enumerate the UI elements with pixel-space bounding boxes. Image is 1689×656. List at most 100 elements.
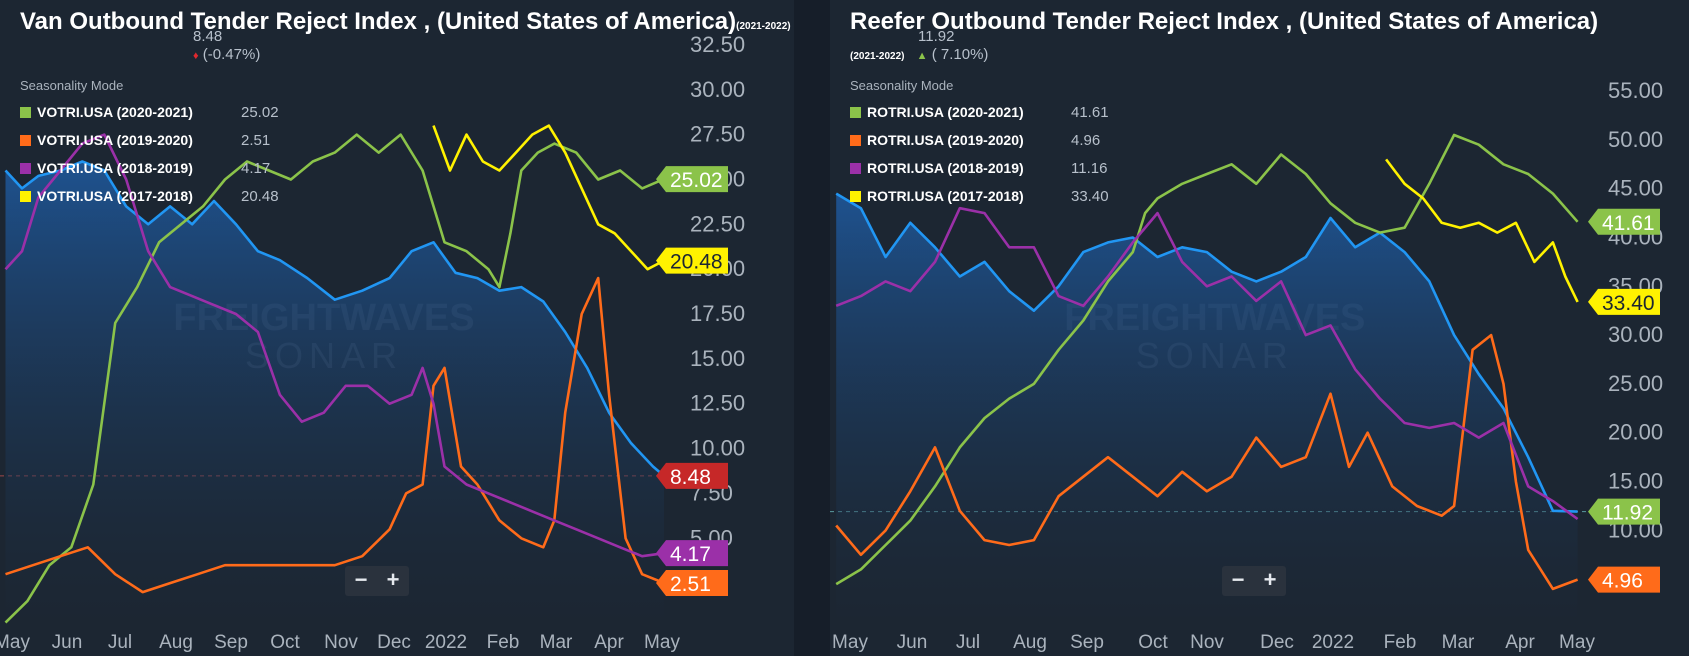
y-tick-label: 27.50 <box>690 122 745 147</box>
value-tag-label: 25.02 <box>670 169 723 192</box>
series-line-2018-2019 <box>835 206 1579 521</box>
y-tick-label: 12.50 <box>690 391 745 416</box>
legend-item[interactable]: VOTRI.USA (2018-2019) 4.17 <box>20 154 279 182</box>
legend-item[interactable]: ROTRI.USA (2019-2020) 4.96 <box>850 126 1109 154</box>
series-area-current <box>5 161 664 628</box>
x-tick-label: Feb <box>487 632 520 653</box>
legend-series-name: ROTRI.USA (2019-2020) <box>867 132 1024 148</box>
y-tick-label: 25.00 <box>1608 371 1663 396</box>
reefer-chart-panel: 10.00 15.00 20.00 25.00 30.00 35.00 40.00 45.00… <box>830 0 1689 656</box>
series-line-2018-2019 <box>4 133 665 558</box>
series-line-2020-2021 <box>4 133 665 624</box>
zoom-out-button[interactable]: − <box>1231 567 1245 592</box>
y-tick-label: 10.00 <box>690 436 745 461</box>
x-tick-label: Nov <box>324 632 358 653</box>
series-line-2017-2018 <box>432 124 665 271</box>
y-tick-label: 30.00 <box>690 77 745 102</box>
legend-swatch <box>20 106 31 118</box>
x-tick-label: Sep <box>1070 632 1104 653</box>
van-seasonality-label: Seasonality Mode <box>20 78 124 93</box>
zoom-in-button[interactable]: + <box>1263 567 1277 592</box>
van-period: (2021-2022) <box>736 21 791 32</box>
legend-item[interactable]: VOTRI.USA (2020-2021) 25.02 <box>20 98 279 126</box>
x-tick-label: 2022 <box>1312 632 1354 653</box>
reefer-period: (2021-2022) <box>850 51 905 62</box>
x-tick-label: May <box>0 632 30 653</box>
value-tag-label: 33.40 <box>1602 292 1655 315</box>
legend-series-name: ROTRI.USA (2017-2018) <box>867 188 1024 204</box>
x-tick-label: Feb <box>1384 632 1417 653</box>
value-tag-label: 4.96 <box>1602 570 1643 593</box>
series-line-current <box>835 192 1578 513</box>
x-tick-label: Nov <box>1190 632 1224 653</box>
legend-item[interactable]: VOTRI.USA (2019-2020) 2.51 <box>20 126 279 154</box>
x-tick-label: Aug <box>1013 632 1047 653</box>
value-tag: 33.40 <box>1588 288 1660 315</box>
van-current-value: 8.48 <box>193 28 223 45</box>
value-tag: 2.51 <box>656 569 728 596</box>
legend-series-name: VOTRI.USA (2017-2018) <box>37 188 193 204</box>
value-tag: 4.17 <box>656 540 728 567</box>
y-tick-label: 15.00 <box>1608 469 1663 494</box>
legend-swatch <box>850 134 861 146</box>
van-zoom-control: − + <box>345 566 409 596</box>
van-change-pct: (-0.47%) <box>202 46 261 63</box>
x-tick-label: Oct <box>1138 632 1168 653</box>
reefer-change-pct: ( 7.10%) <box>931 46 989 63</box>
value-tag: 11.92 <box>1588 498 1660 525</box>
legend-series-name: VOTRI.USA (2019-2020) <box>37 132 193 148</box>
reefer-title-text: Reefer Outbound Tender Reject Index , (U… <box>850 8 1599 35</box>
reefer-zoom-control: − + <box>1222 566 1286 596</box>
van-change: ♦ (-0.47%) <box>193 46 260 63</box>
reefer-chart-svg: 10.0015.0020.0025.0030.0035.0040.0045.00… <box>830 78 1663 653</box>
van-chart-svg: 5.007.5010.0012.5015.0017.5020.0022.5025… <box>0 32 745 653</box>
x-tick-label: Apr <box>1505 632 1535 653</box>
value-tag: 20.48 <box>656 247 728 274</box>
legend-swatch <box>20 190 31 202</box>
legend-series-name: ROTRI.USA (2018-2019) <box>867 160 1024 176</box>
y-tick-label: 17.50 <box>690 301 745 326</box>
legend-series-value: 33.40 <box>1071 187 1109 205</box>
legend-series-value: 20.48 <box>241 187 279 205</box>
value-tag-label: 41.61 <box>1602 212 1655 235</box>
x-tick-label: Aug <box>159 632 193 653</box>
value-tag: 25.02 <box>656 166 728 193</box>
van-title-text: Van Outbound Tender Reject Index , (Unit… <box>20 8 737 35</box>
legend-item[interactable]: ROTRI.USA (2018-2019) 11.16 <box>850 154 1109 182</box>
y-tick-label: 22.50 <box>690 211 745 236</box>
legend-series-value: 25.02 <box>241 103 279 121</box>
value-tag-label: 11.92 <box>1602 502 1653 525</box>
series-line-2020-2021 <box>835 133 1579 586</box>
value-tag-label: 8.48 <box>670 466 711 489</box>
legend-swatch <box>20 134 31 146</box>
x-tick-label: Jun <box>897 632 928 653</box>
legend-swatch <box>850 190 861 202</box>
value-tag-label: 4.17 <box>670 543 711 566</box>
zoom-in-button[interactable]: + <box>386 567 400 592</box>
x-tick-label: 2022 <box>425 632 467 653</box>
series-line-2017-2018 <box>1385 158 1579 303</box>
x-tick-label: Oct <box>270 632 300 653</box>
reefer-legend: ROTRI.USA (2020-2021) 41.61 ROTRI.USA (201… <box>850 98 1109 210</box>
y-tick-label: 55.00 <box>1608 78 1663 103</box>
y-tick-label: 45.00 <box>1608 176 1663 201</box>
x-tick-label: May <box>644 632 680 653</box>
legend-series-value: 11.16 <box>1071 159 1108 177</box>
zoom-out-button[interactable]: − <box>354 567 368 592</box>
value-tag: 41.61 <box>1588 208 1660 235</box>
legend-series-value: 41.61 <box>1071 103 1109 121</box>
x-tick-label: Dec <box>1260 632 1294 653</box>
reefer-seasonality-label: Seasonality Mode <box>850 78 954 93</box>
legend-item[interactable]: ROTRI.USA (2020-2021) 41.61 <box>850 98 1109 126</box>
value-tag: 4.96 <box>1588 566 1660 593</box>
x-tick-label: May <box>1559 632 1595 653</box>
legend-series-value: 4.17 <box>241 159 271 177</box>
y-tick-label: 20.00 <box>1608 420 1663 445</box>
van-chart-title: Van Outbound Tender Reject Index , (Unit… <box>20 8 791 41</box>
value-tag-label: 20.48 <box>670 251 723 274</box>
legend-item[interactable]: VOTRI.USA (2017-2018) 20.48 <box>20 182 279 210</box>
panel-divider <box>794 0 830 656</box>
x-tick-label: Mar <box>1442 632 1475 653</box>
legend-item[interactable]: ROTRI.USA (2017-2018) 33.40 <box>850 182 1109 210</box>
x-tick-label: Dec <box>377 632 411 653</box>
